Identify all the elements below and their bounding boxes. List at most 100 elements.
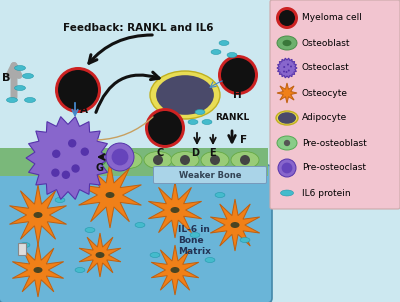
Text: RANKL: RANKL [215,114,249,123]
Polygon shape [85,227,95,233]
Ellipse shape [201,152,229,169]
Polygon shape [280,190,294,196]
FancyArrowPatch shape [96,72,159,112]
Circle shape [286,71,288,73]
Polygon shape [24,98,36,102]
Circle shape [153,155,163,165]
Ellipse shape [43,156,57,164]
Bar [18,243,26,255]
Ellipse shape [230,222,240,228]
Text: IL-6 in
Bone
Matrix: IL-6 in Bone Matrix [178,225,211,256]
Circle shape [284,140,290,146]
Polygon shape [14,66,26,70]
Polygon shape [20,243,30,248]
Circle shape [58,70,98,110]
Text: A: A [80,105,88,115]
Polygon shape [188,120,198,124]
Ellipse shape [106,192,114,198]
Polygon shape [150,252,160,258]
Polygon shape [240,237,250,243]
FancyArrowPatch shape [98,117,153,140]
Ellipse shape [170,207,180,213]
Ellipse shape [34,212,42,218]
Ellipse shape [170,267,180,273]
Ellipse shape [144,152,172,169]
Polygon shape [148,182,202,238]
Polygon shape [210,199,260,251]
Circle shape [62,171,70,179]
Polygon shape [75,268,85,272]
Circle shape [290,66,292,68]
Text: Weaker Bone: Weaker Bone [179,171,241,179]
FancyBboxPatch shape [270,0,400,209]
Text: Pre-osteoblast: Pre-osteoblast [302,139,367,147]
Ellipse shape [83,156,97,164]
Polygon shape [26,117,110,199]
Ellipse shape [74,152,106,168]
Polygon shape [79,233,121,277]
Text: Osteocyte: Osteocyte [302,88,348,98]
Circle shape [180,155,190,165]
Circle shape [282,162,292,173]
Ellipse shape [231,152,259,169]
FancyBboxPatch shape [154,166,266,184]
Circle shape [278,159,296,177]
Circle shape [71,164,80,173]
Circle shape [51,169,60,177]
Circle shape [123,155,133,165]
Circle shape [287,63,289,66]
Polygon shape [195,110,205,114]
Polygon shape [79,162,141,228]
Circle shape [218,55,258,95]
Polygon shape [135,223,145,227]
Circle shape [52,149,60,158]
Text: F: F [240,135,247,145]
Polygon shape [277,83,297,103]
Text: E: E [209,148,215,158]
Ellipse shape [277,36,297,50]
Polygon shape [151,245,199,295]
Circle shape [240,155,250,165]
Polygon shape [6,98,18,102]
Polygon shape [277,58,297,78]
Polygon shape [22,73,34,79]
Circle shape [283,66,285,68]
Circle shape [283,70,285,72]
Polygon shape [211,50,221,54]
Text: H: H [233,90,241,100]
Polygon shape [227,53,237,57]
Text: Osteoblast: Osteoblast [302,38,350,47]
Circle shape [148,111,182,145]
Ellipse shape [277,136,297,150]
Polygon shape [10,185,66,245]
FancyArrowPatch shape [89,35,152,63]
Text: Pre-osteoclast: Pre-osteoclast [302,163,366,172]
Polygon shape [215,192,225,198]
Ellipse shape [282,40,292,46]
Circle shape [288,69,290,72]
Circle shape [55,67,101,113]
Text: C: C [156,148,164,158]
FancyBboxPatch shape [0,165,272,302]
Text: B: B [2,73,10,83]
Text: D: D [191,148,199,158]
Circle shape [210,155,220,165]
Polygon shape [190,233,200,237]
Text: IL6 protein: IL6 protein [302,188,351,198]
Text: Myeloma cell: Myeloma cell [302,14,362,23]
Polygon shape [14,85,26,91]
Ellipse shape [114,152,142,169]
Ellipse shape [278,112,296,124]
Polygon shape [12,243,64,297]
Text: Osteoclast: Osteoclast [302,63,350,72]
Ellipse shape [34,152,66,168]
Ellipse shape [156,75,214,115]
Circle shape [279,10,295,26]
Polygon shape [55,198,65,203]
Text: G: G [96,163,104,173]
Circle shape [221,58,255,92]
Polygon shape [202,120,212,124]
Circle shape [80,147,89,156]
Text: Adipocyte: Adipocyte [302,114,347,123]
Bar [0,148,268,176]
